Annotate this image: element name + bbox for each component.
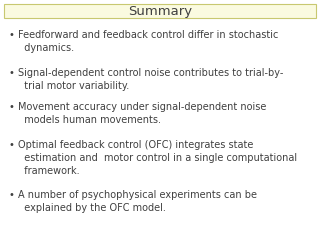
- Text: Feedforward and feedback control differ in stochastic
  dynamics.: Feedforward and feedback control differ …: [18, 30, 278, 53]
- Text: •: •: [8, 140, 14, 150]
- Text: •: •: [8, 30, 14, 40]
- Text: Summary: Summary: [128, 5, 192, 18]
- Text: Optimal feedback control (OFC) integrates state
  estimation and  motor control : Optimal feedback control (OFC) integrate…: [18, 140, 297, 176]
- Text: A number of psychophysical experiments can be
  explained by the OFC model.: A number of psychophysical experiments c…: [18, 190, 257, 213]
- Text: •: •: [8, 68, 14, 78]
- Text: Movement accuracy under signal-dependent noise
  models human movements.: Movement accuracy under signal-dependent…: [18, 102, 266, 125]
- Text: Signal-dependent control noise contributes to trial-by-
  trial motor variabilit: Signal-dependent control noise contribut…: [18, 68, 284, 91]
- Text: •: •: [8, 190, 14, 200]
- FancyBboxPatch shape: [4, 4, 316, 18]
- Text: •: •: [8, 102, 14, 112]
